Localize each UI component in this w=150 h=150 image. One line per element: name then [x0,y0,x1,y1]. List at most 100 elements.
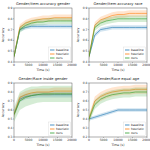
legend: baselineheuristicours [49,47,71,61]
x-label: Time (s) [36,143,50,147]
y-tick-label: 0.5 [83,49,88,53]
series-line [89,19,147,57]
y-tick [13,137,14,138]
panel: Gender/Item accuracy gender0500010000150… [1,2,77,72]
y-tick [13,51,14,52]
x-tick-label: 15000 [53,138,63,142]
panel: Gender/Item accuracy race 0 5000 10000 15000… [76,2,150,72]
legend-swatch [125,58,130,59]
x-label: Time (s) [111,143,125,147]
y-tick [88,137,89,138]
legend-swatch [125,129,130,130]
error-band [14,18,72,59]
legend-box [49,122,71,136]
y-tick-label: 0.9 [8,81,13,85]
y-tick [13,40,14,41]
y-tick-label: 0.8 [8,17,13,21]
panel: Gender/Race inside gender 0 5000 10000 15000… [1,77,77,147]
x-label: Time (s) [111,68,125,72]
error-band [89,108,147,121]
y-tick [88,110,89,111]
x-tick-label: 0 [13,63,15,67]
legend-swatch [50,129,55,130]
x-tick-label: 20000 [142,63,150,67]
error-band [89,88,147,123]
series-line [89,92,147,119]
y-tick-label: 0.4 [83,60,88,64]
title: Gender/Race equal age [97,77,140,81]
legend-label: ours [131,56,138,60]
x-tick-label: 15000 [128,138,138,142]
y-tick-label: 0.3 [8,135,13,139]
legend: baselineheuristicours [124,122,146,136]
title: Gender/Item accuracy race [94,2,144,6]
y-tick [13,83,14,84]
legend: baselineheuristicours [124,47,146,61]
x-tick-label: 5000 [100,63,108,67]
y-tick [13,119,14,120]
y-tick-label: 0.6 [83,99,88,103]
y-tick-label: 0.3 [83,126,88,130]
x-tick-label: 20000 [142,138,150,142]
frame [14,8,72,62]
x-tick-label: 10000 [113,138,123,142]
plot-area [89,85,147,123]
x-tick-label: 10000 [38,138,48,142]
x-tick-label: 5000 [25,63,33,67]
y-label: Accuracy [76,28,80,43]
y-tick-label: 0.4 [8,126,13,130]
legend-swatch [125,54,130,55]
x-tick-label: 20000 [67,138,77,142]
legend-box [124,122,146,136]
y-tick [88,92,89,93]
x-tick-label: 5000 [25,138,33,142]
x-tick-label: 15000 [128,63,138,67]
error-band [89,85,147,123]
y-tick [88,119,89,120]
y-tick [88,128,89,129]
error-band [89,25,147,58]
error-band [89,10,147,60]
error-band [14,14,72,59]
y-tick-label: 0.7 [83,90,88,94]
x-tick-label: 0 [13,138,15,142]
legend-swatch [125,125,130,126]
legend-swatch [50,54,55,55]
x-tick-label: 10000 [113,63,123,67]
legend-swatch [50,50,55,51]
legend-box [124,47,146,61]
frame [14,83,72,137]
legend-swatch [50,125,55,126]
title: Gender/Race inside gender [19,77,68,81]
y-tick-label: 0.5 [83,108,88,112]
legend-label: ours [131,131,138,135]
legend: baselineheuristicours [49,122,71,136]
y-tick [88,51,89,52]
y-label: Accuracy [1,28,5,43]
y-label: Accuracy [1,103,5,118]
y-tick-label: 0.9 [83,6,88,10]
plot-area [14,14,72,59]
figure: Gender/Item accuracy gender 0 5000 10000 150… [0,0,150,150]
y-tick-label: 0.8 [83,81,88,85]
x-tick-label: 0 [88,63,90,67]
y-tick-label: 0.6 [8,108,13,112]
x-tick-label: 10000 [38,63,48,67]
plot-area [14,86,72,122]
y-tick-label: 0.6 [83,38,88,42]
legend-swatch [50,133,55,134]
y-tick [13,29,14,30]
series-line [89,27,147,56]
x-tick-label: 20000 [67,63,77,67]
legend-label: ours [56,131,63,135]
y-tick [13,92,14,93]
x-tick-label: 0 [88,138,90,142]
y-tick-label: 0.9 [8,6,13,10]
frame [89,83,147,137]
title: Gender/Item accuracy gender [16,2,70,6]
series-line [14,21,72,57]
y-tick [88,83,89,84]
y-tick [88,62,89,63]
y-tick [13,128,14,129]
legend-label: ours [56,56,63,60]
